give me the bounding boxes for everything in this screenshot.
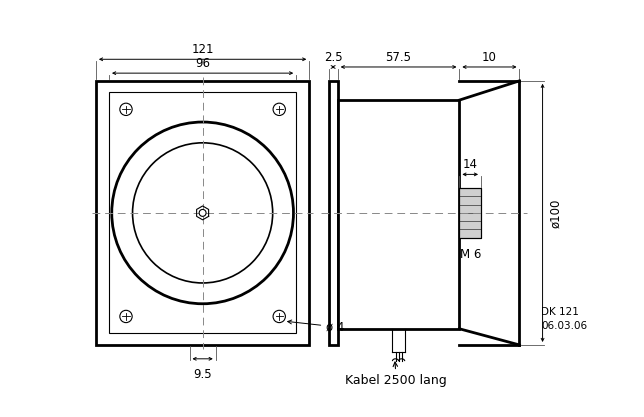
Text: Kabel 2500 lang: Kabel 2500 lang <box>345 362 447 387</box>
Circle shape <box>133 143 272 283</box>
Text: 10: 10 <box>482 51 497 64</box>
Bar <box>459 188 481 238</box>
Circle shape <box>273 310 285 323</box>
Bar <box>337 100 459 329</box>
Text: 57.5: 57.5 <box>386 51 412 64</box>
Bar <box>109 93 296 334</box>
Bar <box>96 81 309 345</box>
Bar <box>459 188 481 238</box>
Circle shape <box>273 103 285 116</box>
Text: DK 121
06.03.06: DK 121 06.03.06 <box>541 307 587 331</box>
Text: ø100: ø100 <box>549 198 562 228</box>
Text: 121: 121 <box>191 43 214 56</box>
Text: 9.5: 9.5 <box>193 368 212 381</box>
Circle shape <box>112 122 294 304</box>
Circle shape <box>120 103 132 116</box>
Text: M 6: M 6 <box>460 248 481 261</box>
Text: ø 4: ø 4 <box>288 320 345 333</box>
Text: 96: 96 <box>195 57 210 70</box>
Text: 2.5: 2.5 <box>324 51 343 64</box>
Circle shape <box>120 310 132 323</box>
Text: 14: 14 <box>462 158 478 171</box>
Bar <box>328 81 337 345</box>
Circle shape <box>199 209 206 216</box>
